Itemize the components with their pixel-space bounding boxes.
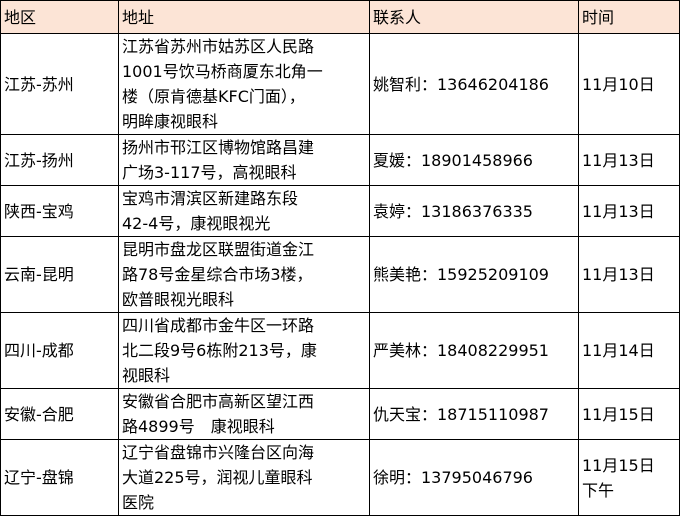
region-cell: 江苏-扬州 (0, 134, 119, 186)
region-cell: 云南-昆明 (0, 236, 119, 313)
header-row: 地区 地址 联系人 时间 (0, 0, 680, 34)
region-cell: 安徽-合肥 (0, 388, 119, 440)
contact-cell: 徐明：13795046796 (369, 439, 579, 516)
address-cell: 昆明市盘龙区联盟街道金江 路78号金星综合市场3楼， 欧普眼视光眼科 (118, 236, 370, 313)
header-contact: 联系人 (369, 0, 579, 34)
header-address: 地址 (118, 0, 370, 34)
region-cell: 陕西-宝鸡 (0, 185, 119, 237)
table-row: 四川-成都 四川省成都市金牛区一环路 北二段9号6栋附213号，康 视眼科 严美… (0, 312, 680, 389)
contact-cell: 严美林：18408229951 (369, 312, 579, 389)
header-time: 时间 (578, 0, 680, 34)
contact-cell: 仇天宝：18715110987 (369, 388, 579, 440)
region-cell: 江苏-苏州 (0, 33, 119, 135)
contact-cell: 姚智利：13646204186 (369, 33, 579, 135)
address-cell: 四川省成都市金牛区一环路 北二段9号6栋附213号，康 视眼科 (118, 312, 370, 389)
address-cell: 宝鸡市渭滨区新建路东段 42-4号，康视眼视光 (118, 185, 370, 237)
contact-cell: 夏媛：18901458966 (369, 134, 579, 186)
time-cell: 11月13日 (578, 236, 680, 313)
time-cell: 11月13日 (578, 134, 680, 186)
address-cell: 扬州市邗江区博物馆路昌建 广场3-117号，高视眼科 (118, 134, 370, 186)
time-cell: 11月13日 (578, 185, 680, 237)
address-cell: 安徽省合肥市高新区望江西 路4899号 康视眼科 (118, 388, 370, 440)
table-row: 辽宁-盘锦 辽宁省盘锦市兴隆台区向海 大道225号，润视儿童眼科 医院 徐明：1… (0, 439, 680, 516)
table-row: 安徽-合肥 安徽省合肥市高新区望江西 路4899号 康视眼科 仇天宝：18715… (0, 388, 680, 440)
contact-cell: 熊美艳：15925209109 (369, 236, 579, 313)
table-row: 陕西-宝鸡 宝鸡市渭滨区新建路东段 42-4号，康视眼视光 袁婷：1318637… (0, 185, 680, 237)
table-row: 江苏-扬州 扬州市邗江区博物馆路昌建 广场3-117号，高视眼科 夏媛：1890… (0, 134, 680, 186)
header-region: 地区 (0, 0, 119, 34)
table-row: 云南-昆明 昆明市盘龙区联盟街道金江 路78号金星综合市场3楼， 欧普眼视光眼科… (0, 236, 680, 313)
time-cell: 11月15日 下午 (578, 439, 680, 516)
contact-cell: 袁婷：13186376335 (369, 185, 579, 237)
address-cell: 辽宁省盘锦市兴隆台区向海 大道225号，润视儿童眼科 医院 (118, 439, 370, 516)
address-cell: 江苏省苏州市姑苏区人民路 1001号饮马桥商厦东北角一 楼（原肯德基KFC门面）… (118, 33, 370, 135)
table-row: 江苏-苏州 江苏省苏州市姑苏区人民路 1001号饮马桥商厦东北角一 楼（原肯德基… (0, 33, 680, 135)
region-cell: 四川-成都 (0, 312, 119, 389)
region-cell: 辽宁-盘锦 (0, 439, 119, 516)
time-cell: 11月10日 (578, 33, 680, 135)
time-cell: 11月15日 (578, 388, 680, 440)
time-cell: 11月14日 (578, 312, 680, 389)
